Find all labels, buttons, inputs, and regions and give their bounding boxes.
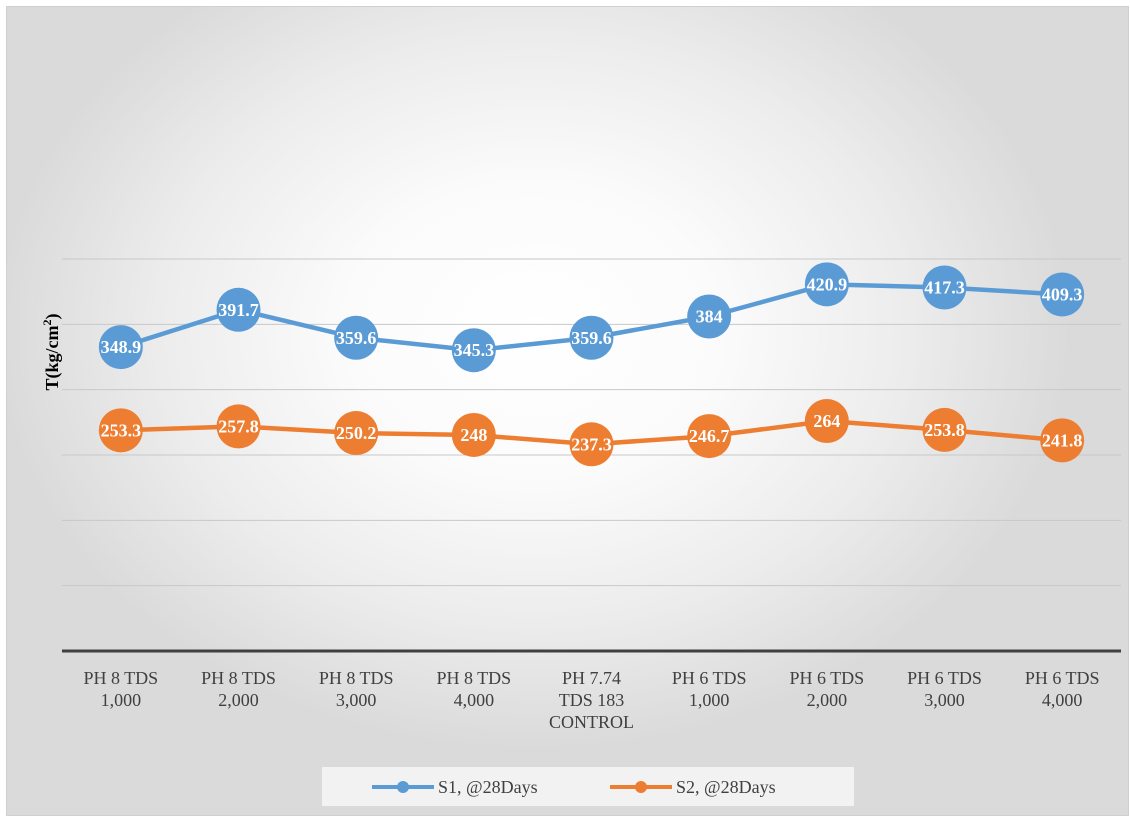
data-label: 384 (696, 306, 723, 326)
x-tick-label-line: PH 6 TDS (672, 668, 747, 688)
legend-swatch-s2 (610, 781, 672, 793)
legend-label-s1: S1, @28Days (438, 776, 538, 797)
x-tick-label: PH 6 TDS 4,000 (1025, 668, 1100, 710)
data-point (569, 422, 614, 467)
legend-item-s2: S2, @28Days (610, 775, 776, 799)
x-tick-label-line: PH 6 TDS (789, 668, 864, 688)
data-point (216, 404, 261, 449)
x-tick-label-line: PH 8 TDS (319, 668, 394, 688)
data-point (451, 328, 496, 373)
x-tick-label-line: PH 8 TDS (83, 668, 158, 688)
series-2: 253.3 257.8 250.2 248 237.3 246.7 264 253.8 241.… (98, 399, 1085, 467)
x-tick-label-line: 3,000 (336, 690, 377, 710)
x-tick-label: PH 6 TDS 2,000 (789, 668, 864, 710)
data-point (922, 407, 967, 452)
x-tick-label-line: TDS 183 (559, 690, 625, 710)
data-label: 348.9 (101, 337, 142, 357)
legend-swatch-s1 (372, 781, 434, 793)
x-tick-label-line: 2,000 (807, 690, 848, 710)
data-label: 246.7 (689, 426, 730, 446)
x-tick-label: PH 7.74 TDS 183 CONTROL (549, 668, 634, 732)
x-tick-label: PH 6 TDS 1,000 (672, 668, 747, 710)
x-tick-label: PH 8 TDS 1,000 (83, 668, 158, 710)
data-point (98, 408, 143, 453)
x-tick-label-line: PH 6 TDS (907, 668, 982, 688)
x-tick-label-line: PH 7.74 (562, 668, 621, 688)
data-label: 359.6 (571, 328, 612, 348)
x-tick-label-line: 4,000 (1042, 690, 1083, 710)
data-point (1040, 418, 1085, 463)
x-tick-label-line: 2,000 (218, 690, 259, 710)
data-point (687, 294, 732, 339)
data-point (922, 265, 967, 310)
data-point (1040, 272, 1085, 317)
data-point (98, 325, 143, 370)
data-label: 264 (813, 411, 840, 431)
data-label: 359.6 (336, 328, 377, 348)
data-label: 253.8 (924, 420, 965, 440)
x-tick-label: PH 8 TDS 2,000 (201, 668, 276, 710)
data-label: 257.8 (218, 416, 259, 436)
data-label: 237.3 (571, 434, 612, 454)
x-tick-label-line: PH 8 TDS (436, 668, 511, 688)
x-tick-label: PH 6 TDS 3,000 (907, 668, 982, 710)
x-tick-label-line: 1,000 (101, 690, 142, 710)
y-axis-title: T(kg/cm2) (40, 314, 63, 391)
legend-item-s1: S1, @28Days (372, 775, 538, 799)
data-point (334, 315, 379, 360)
data-label: 345.3 (454, 340, 495, 360)
x-tick-label-line: 4,000 (454, 690, 495, 710)
x-tick-label-line: PH 6 TDS (1025, 668, 1100, 688)
data-label: 248 (460, 425, 487, 445)
data-label: 420.9 (807, 274, 848, 294)
data-label: 250.2 (336, 423, 377, 443)
data-label: 409.3 (1042, 284, 1083, 304)
x-tick-label-line: 1,000 (689, 690, 730, 710)
x-tick-label: PH 8 TDS 4,000 (436, 668, 511, 710)
data-point (569, 315, 614, 360)
x-tick-label-line: PH 8 TDS (201, 668, 276, 688)
data-point (687, 414, 732, 459)
data-point (334, 411, 379, 456)
data-label: 241.8 (1042, 430, 1083, 450)
x-tick-label-line: CONTROL (549, 712, 634, 732)
data-point (216, 287, 261, 332)
data-point (451, 412, 496, 457)
x-tick-label-line: 3,000 (924, 690, 965, 710)
x-tick-label: PH 8 TDS 3,000 (319, 668, 394, 710)
data-label: 253.3 (101, 420, 142, 440)
series-1: 348.9 391.7 359.6 345.3 359.6 384 420.9 417.3 40… (98, 262, 1085, 373)
data-point (804, 399, 849, 444)
legend: S1, @28Days S2, @28Days (322, 767, 854, 806)
series-layer: 348.9 391.7 359.6 345.3 359.6 384 420.9 417.3 40… (98, 262, 1085, 467)
legend-label-s2: S2, @28Days (676, 776, 776, 797)
data-point (804, 262, 849, 307)
data-label: 391.7 (218, 300, 259, 320)
data-label: 417.3 (924, 277, 965, 297)
